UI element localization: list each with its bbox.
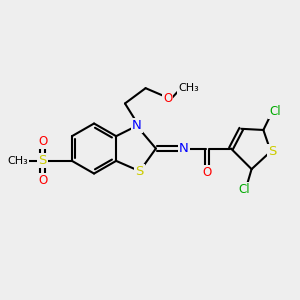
Text: S: S: [268, 145, 276, 158]
Text: Cl: Cl: [269, 105, 281, 118]
Text: N: N: [132, 119, 142, 132]
Text: O: O: [203, 166, 212, 178]
Text: O: O: [163, 92, 172, 105]
Text: S: S: [38, 154, 47, 167]
Text: CH₃: CH₃: [178, 83, 199, 93]
Text: Cl: Cl: [238, 183, 250, 196]
Text: CH₃: CH₃: [7, 156, 28, 166]
Text: O: O: [38, 135, 47, 148]
Text: O: O: [38, 173, 47, 187]
Text: S: S: [136, 165, 144, 178]
Text: N: N: [179, 142, 189, 155]
